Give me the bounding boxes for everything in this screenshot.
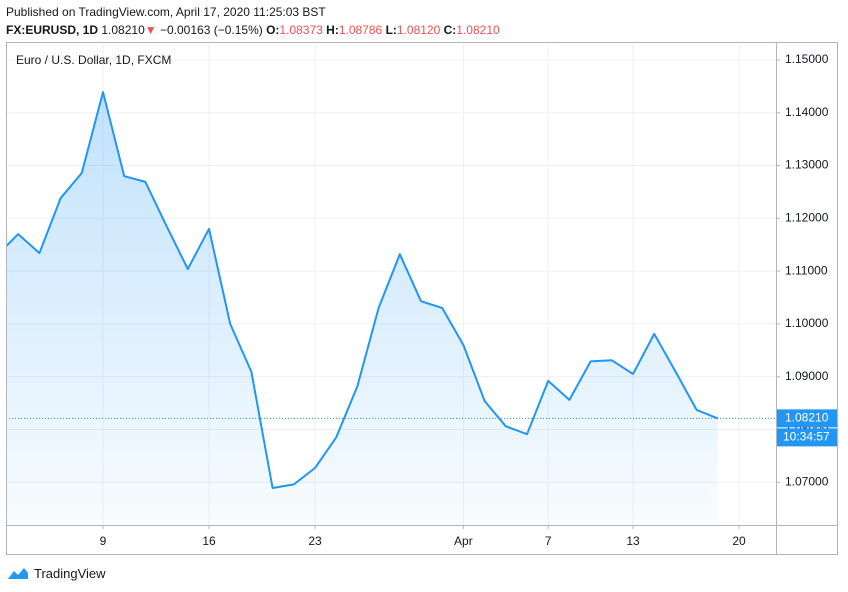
y-tick-label: 1.10000 bbox=[785, 316, 829, 330]
x-tick-label: Apr bbox=[454, 534, 473, 548]
close-label: C: bbox=[443, 23, 457, 37]
high: 1.08786 bbox=[338, 23, 383, 37]
y-tick-label: 1.09000 bbox=[785, 369, 829, 383]
logo bbox=[8, 568, 28, 579]
countdown-label: 10:34:57 bbox=[783, 430, 830, 444]
y-tick-label: 1.07000 bbox=[785, 474, 829, 488]
y-tick-label: 1.15000 bbox=[785, 52, 829, 66]
y-tick-label: 1.12000 bbox=[785, 210, 829, 224]
countdown-box bbox=[777, 428, 837, 447]
x-tick-label: 9 bbox=[100, 534, 107, 548]
x-tick-label: 16 bbox=[202, 534, 216, 548]
symbol-bar: FX:EURUSD, 1D 1.08210▼ −0.00163 (−0.15%)… bbox=[6, 23, 500, 37]
x-tick-label: 7 bbox=[545, 534, 552, 548]
x-tick-label: 20 bbox=[732, 534, 746, 548]
plot bbox=[6, 91, 776, 525]
symbol: FX:EURUSD, 1D bbox=[6, 23, 99, 37]
down-arrow: ▼ bbox=[144, 23, 157, 37]
y-tick-label: 1.11000 bbox=[785, 263, 828, 277]
legend: Euro / U.S. Dollar, 1D, FXCM bbox=[16, 53, 171, 67]
change: −0.00163 (−0.15%) bbox=[159, 23, 263, 37]
low-label: L: bbox=[385, 23, 397, 37]
frame bbox=[6, 42, 838, 555]
high-label: H: bbox=[326, 23, 339, 37]
brand: TradingView bbox=[34, 565, 106, 581]
low: 1.08120 bbox=[396, 23, 441, 37]
x-tick-label: 23 bbox=[308, 534, 322, 548]
y-tick-label: 1.13000 bbox=[785, 158, 829, 172]
y-tick-label: 1.14000 bbox=[785, 105, 829, 119]
close: 1.08210 bbox=[456, 23, 500, 37]
area-fill bbox=[6, 92, 718, 525]
open-label: O: bbox=[266, 23, 280, 37]
chart: Euro / U.S. Dollar, 1D, FXCM 1.07000 1.08… bbox=[6, 42, 838, 555]
price-line bbox=[6, 91, 719, 489]
last-price-box bbox=[777, 409, 837, 428]
x-tick-label: 13 bbox=[626, 534, 640, 548]
open: 1.08373 bbox=[279, 23, 323, 37]
last-price-label: 1.08210 bbox=[785, 411, 829, 425]
published-note: Published on TradingView.com, April 17, … bbox=[6, 5, 326, 19]
axes: 1.070001.080001.090001.100001.110001.120… bbox=[100, 52, 837, 548]
last: 1.08210 bbox=[101, 23, 145, 37]
footer: TradingView bbox=[6, 565, 106, 581]
